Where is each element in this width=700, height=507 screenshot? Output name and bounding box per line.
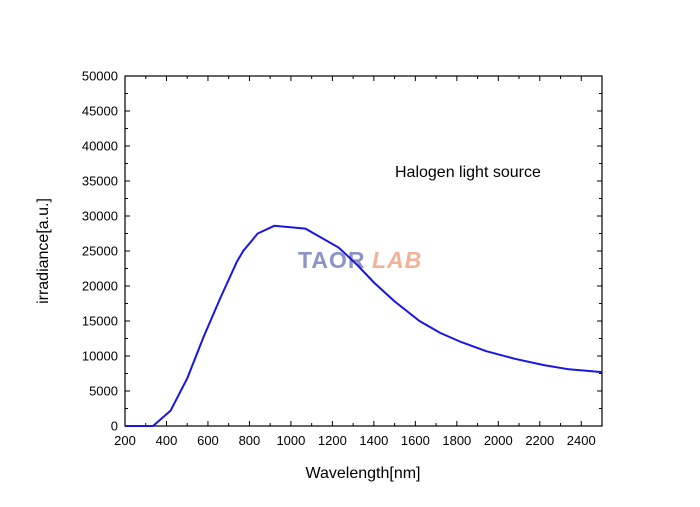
x-tick-label: 2400: [567, 433, 596, 448]
y-tick-label: 15000: [82, 314, 118, 329]
y-tick-label: 40000: [82, 139, 118, 154]
x-tick-label: 2000: [484, 433, 513, 448]
watermark-lab-text: LAB: [372, 247, 422, 273]
y-tick-label: 10000: [82, 349, 118, 364]
annotation-halogen-light-source: Halogen light source: [395, 164, 541, 181]
x-tick-label: 400: [156, 433, 178, 448]
y-tick-label: 25000: [82, 244, 118, 259]
y-tick-label: 50000: [82, 69, 118, 84]
x-tick-label: 1400: [359, 433, 388, 448]
x-axis-title: Wavelength[nm]: [305, 465, 420, 482]
halogen-irradiance-line: [125, 224, 603, 427]
y-axis-ticks: 0 5000 10000 15000 20000 25000 30000 35000 40000…: [82, 69, 602, 434]
taorlab-watermark: TAOR LAB: [298, 247, 422, 273]
x-tick-label: 1000: [276, 433, 305, 448]
y-tick-label: 35000: [82, 174, 118, 189]
y-axis-title: irradiance[a.u.]: [35, 198, 52, 304]
y-tick-label: 45000: [82, 104, 118, 119]
x-tick-label: 800: [239, 433, 261, 448]
y-tick-label: 30000: [82, 209, 118, 224]
x-tick-label: 1600: [401, 433, 430, 448]
y-tick-label: 20000: [82, 279, 118, 294]
y-tick-label: 0: [111, 419, 118, 434]
x-tick-label: 1200: [318, 433, 347, 448]
x-tick-label: 2200: [525, 433, 554, 448]
watermark-taor-text: TAOR: [298, 247, 365, 273]
x-tick-label: 1800: [442, 433, 471, 448]
x-tick-label: 600: [197, 433, 219, 448]
y-tick-label: 5000: [89, 384, 118, 399]
x-axis-ticks: 200 400 600 800 1000 1200 1400 1600 1800 2000 2200…: [114, 76, 596, 448]
x-tick-label: 200: [114, 433, 136, 448]
